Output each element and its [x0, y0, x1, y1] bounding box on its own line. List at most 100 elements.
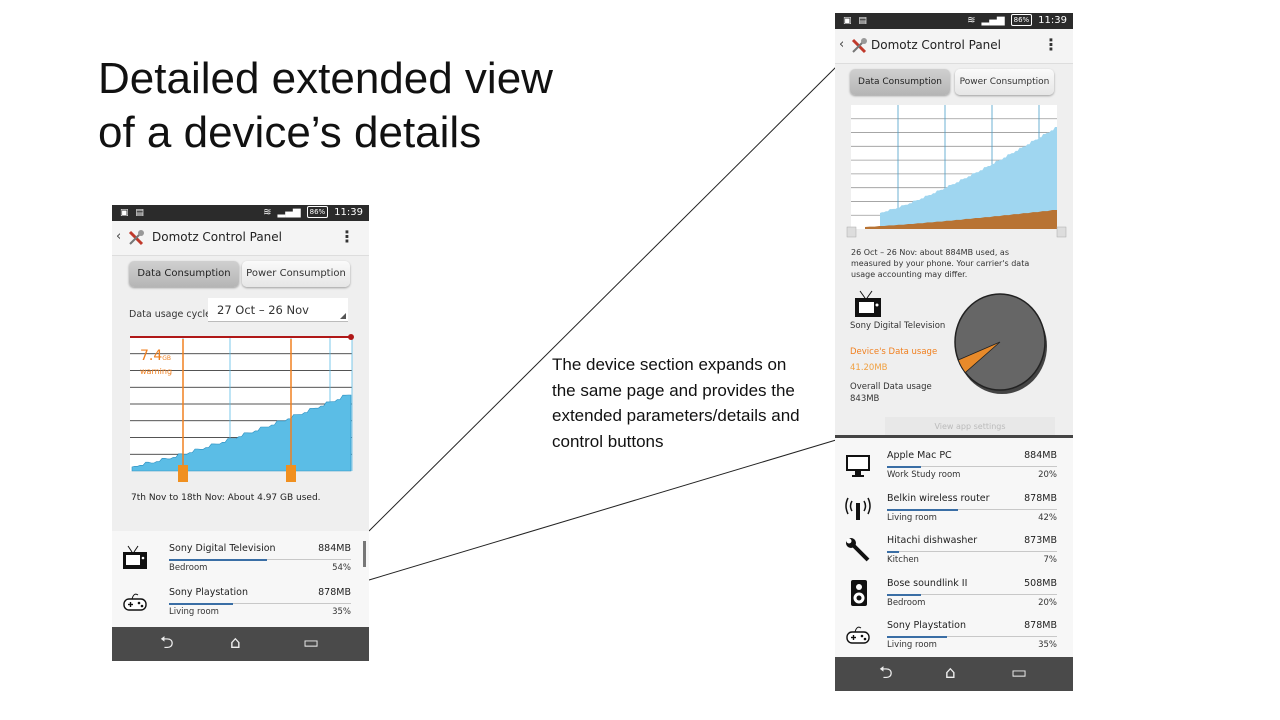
usage-bar-fill — [887, 508, 959, 511]
usage-bar-fill — [887, 466, 921, 468]
usage-summary: 7th Nov to 18th Nov: About 4.97 GB used. — [131, 493, 321, 503]
pie-device-slice — [957, 341, 1001, 374]
usage-bar-fill — [887, 636, 947, 638]
device-list-item[interactable]: Sony Digital Television 884MB Bedroom 54% — [112, 537, 369, 579]
battery-icon: 86% — [306, 206, 329, 218]
usage-area — [131, 394, 352, 472]
device-room: Work Study room — [887, 470, 961, 480]
signal-icon: ▂▄▆ — [981, 14, 1005, 26]
tab-data-consumption[interactable]: Data Consumption — [129, 261, 239, 287]
period-summary: 26 Oct – 26 Nov: about 884MB used, as me… — [851, 248, 1030, 279]
tab-power-consumption[interactable]: Power Consumption — [242, 261, 350, 287]
device-size: 878MB — [318, 587, 351, 598]
overall-usage-value: 843MB — [850, 394, 880, 404]
action-bar: ‹ Domotz Control Panel ⋮ — [835, 29, 1073, 64]
usage-bar-fill — [169, 559, 268, 561]
device-list-item[interactable]: Sony Playstation 878MB Living room 35% — [835, 614, 1073, 656]
app-tools-icon[interactable] — [126, 228, 146, 248]
usage-chart-left — [130, 334, 354, 482]
range-start-handle[interactable] — [846, 226, 857, 238]
tab-row: Data Consumption Power Consumption — [835, 65, 1073, 99]
device-percent: 54% — [332, 563, 351, 573]
slide-title: Detailed extended view of a device’s det… — [98, 52, 553, 160]
device-room: Bedroom — [169, 563, 208, 573]
device-list-item[interactable]: Hitachi dishwasher 873MB Kitchen 7% — [835, 529, 1073, 571]
home-nav-icon[interactable]: ⌂ — [230, 633, 241, 653]
limit-handle[interactable] — [348, 334, 354, 340]
range-end-handle[interactable] — [286, 465, 296, 482]
back-chevron-icon[interactable]: ‹ — [839, 37, 845, 52]
back-chevron-icon[interactable]: ‹ — [116, 229, 122, 244]
connector-line-bottom — [368, 439, 837, 581]
device-name: Bose soundlink II — [887, 577, 968, 589]
device-list-item[interactable]: Apple Mac PC 884MB Work Study room 20% — [835, 444, 1073, 486]
usage-bar-track — [887, 593, 1057, 595]
monitor-icon — [846, 455, 870, 477]
device-room: Living room — [887, 640, 937, 650]
dropdown-caret-icon — [340, 313, 346, 319]
tv-icon — [123, 545, 147, 569]
device-list-item[interactable]: Belkin wireless router 878MB Living room 42… — [835, 487, 1073, 529]
overflow-menu-icon[interactable]: ⋮ — [1043, 35, 1059, 54]
warning-value: 7.4GB — [140, 348, 171, 364]
cycle-select[interactable]: 27 Oct – 26 Nov — [208, 298, 348, 322]
scrollbar[interactable] — [363, 541, 366, 567]
range-end-handle[interactable] — [1056, 226, 1067, 238]
tab-row: Data Consumption Power Consumption — [112, 257, 369, 291]
nav-bar: ⮌ ⌂ ▭ — [112, 627, 369, 661]
device-name: Sony Playstation — [887, 620, 967, 631]
device-list-item[interactable]: Bose soundlink II 508MB Bedroom 20% — [835, 572, 1073, 614]
device-percent: 35% — [1038, 640, 1057, 650]
recents-nav-icon[interactable]: ▭ — [303, 633, 320, 653]
gamepad-icon — [846, 626, 870, 644]
device-usage-label: Device's Data usage — [850, 347, 938, 357]
action-bar: ‹ Domotz Control Panel ⋮ — [112, 221, 369, 256]
device-size: 884MB — [1024, 450, 1057, 461]
back-nav-icon[interactable]: ⮌ — [879, 663, 893, 683]
device-percent: 20% — [1038, 597, 1057, 608]
recents-nav-icon[interactable]: ▭ — [1011, 663, 1028, 683]
home-nav-icon[interactable]: ⌂ — [945, 663, 956, 683]
warning-label: warning — [140, 367, 173, 376]
gamepad-icon — [123, 593, 147, 611]
overflow-menu-icon[interactable]: ⋮ — [339, 227, 355, 246]
usage-bar-fill — [887, 593, 921, 596]
usage-bar-track — [887, 636, 1057, 637]
device-list-item[interactable]: Sony Playstation 878MB Living room 35% — [112, 581, 369, 623]
device-percent: 7% — [1043, 555, 1058, 565]
clock: 11:39 — [334, 206, 363, 218]
device-size: 878MB — [1024, 492, 1057, 504]
device-size: 508MB — [1024, 577, 1057, 589]
device-percent: 20% — [1038, 470, 1057, 480]
clock: 11:39 — [1038, 14, 1067, 26]
tv-icon — [855, 290, 881, 317]
device-name: Belkin wireless router — [887, 492, 990, 504]
annotation-text: The device section expands on the same p… — [552, 355, 800, 451]
app-title: Domotz Control Panel — [871, 38, 1001, 52]
tab-power-consumption[interactable]: Power Consumption — [955, 69, 1054, 95]
view-app-settings-button[interactable]: View app settings — [885, 417, 1055, 437]
usage-bar-track — [887, 551, 1057, 552]
nav-bar: ⮌ ⌂ ▭ — [835, 657, 1073, 691]
device-room: Kitchen — [887, 555, 919, 565]
device-percent: 35% — [332, 607, 351, 617]
cycle-select-value: 27 Oct – 26 Nov — [217, 303, 309, 317]
tab-data-consumption[interactable]: Data Consumption — [850, 69, 950, 95]
app-tools-icon[interactable] — [849, 36, 869, 56]
device-room: Living room — [887, 512, 937, 523]
range-start-handle[interactable] — [178, 465, 188, 482]
signal-icon: ▂▄▆ — [277, 206, 301, 218]
phone-right: ▣ ▤ ≋ ▂▄▆ 86% 11:39 ‹ Domotz Control Pan… — [835, 13, 1073, 691]
usage-chart-right — [846, 105, 1067, 394]
device-percent: 42% — [1038, 512, 1057, 523]
status-bar: ▣ ▤ ≋ ▂▄▆ 86% 11:39 — [112, 205, 369, 221]
device-size: 873MB — [1024, 535, 1057, 546]
device-name: Hitachi dishwasher — [887, 535, 978, 546]
battery-icon: 86% — [1010, 14, 1033, 26]
device-share-pie — [954, 293, 1047, 394]
notification-icons: ▣ ▤ — [120, 208, 146, 218]
back-nav-icon[interactable]: ⮌ — [160, 633, 174, 653]
device-usage-value: 41.20MB — [850, 363, 888, 373]
device-size: 878MB — [1024, 620, 1057, 631]
